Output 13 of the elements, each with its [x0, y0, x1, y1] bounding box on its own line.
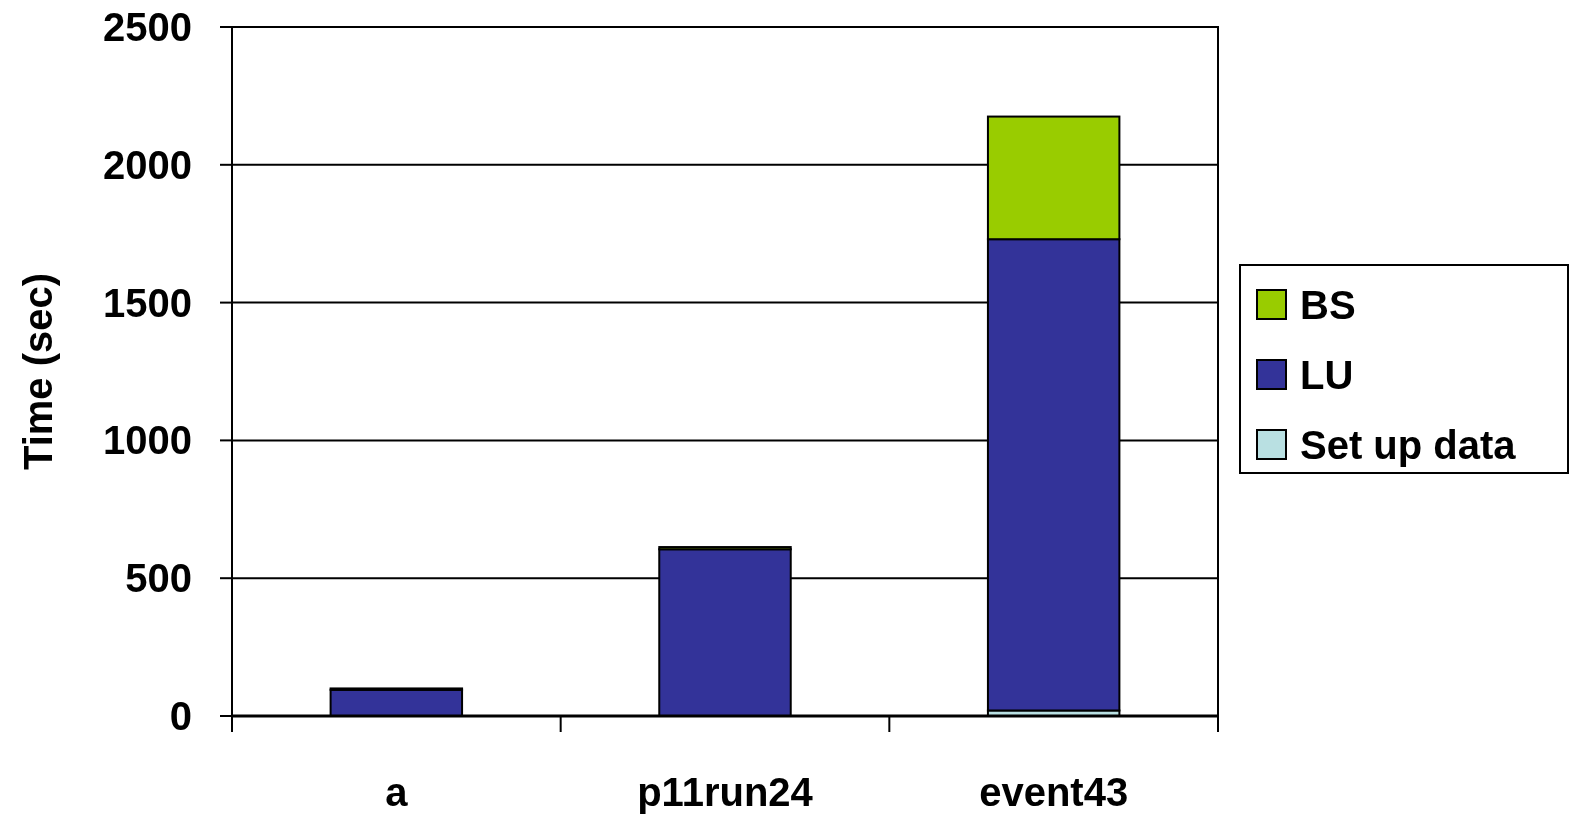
legend-label: LU: [1300, 353, 1354, 397]
legend-label: Set up data: [1300, 423, 1517, 467]
y-tick-label: 1000: [103, 418, 192, 463]
y-tick-label: 500: [125, 556, 192, 601]
x-tick-label: a: [385, 770, 409, 814]
x-tick-label: p11run24: [637, 770, 814, 814]
y-tick-label: 1500: [103, 280, 192, 325]
y-axis-title: Time (sec): [16, 272, 60, 471]
y-tick-label: 2000: [103, 142, 192, 187]
y-tick-label: 0: [169, 694, 192, 738]
legend-label: BS: [1300, 283, 1356, 327]
x-tick-label: event43: [979, 770, 1129, 814]
y-tick-label: 2500: [103, 5, 192, 49]
